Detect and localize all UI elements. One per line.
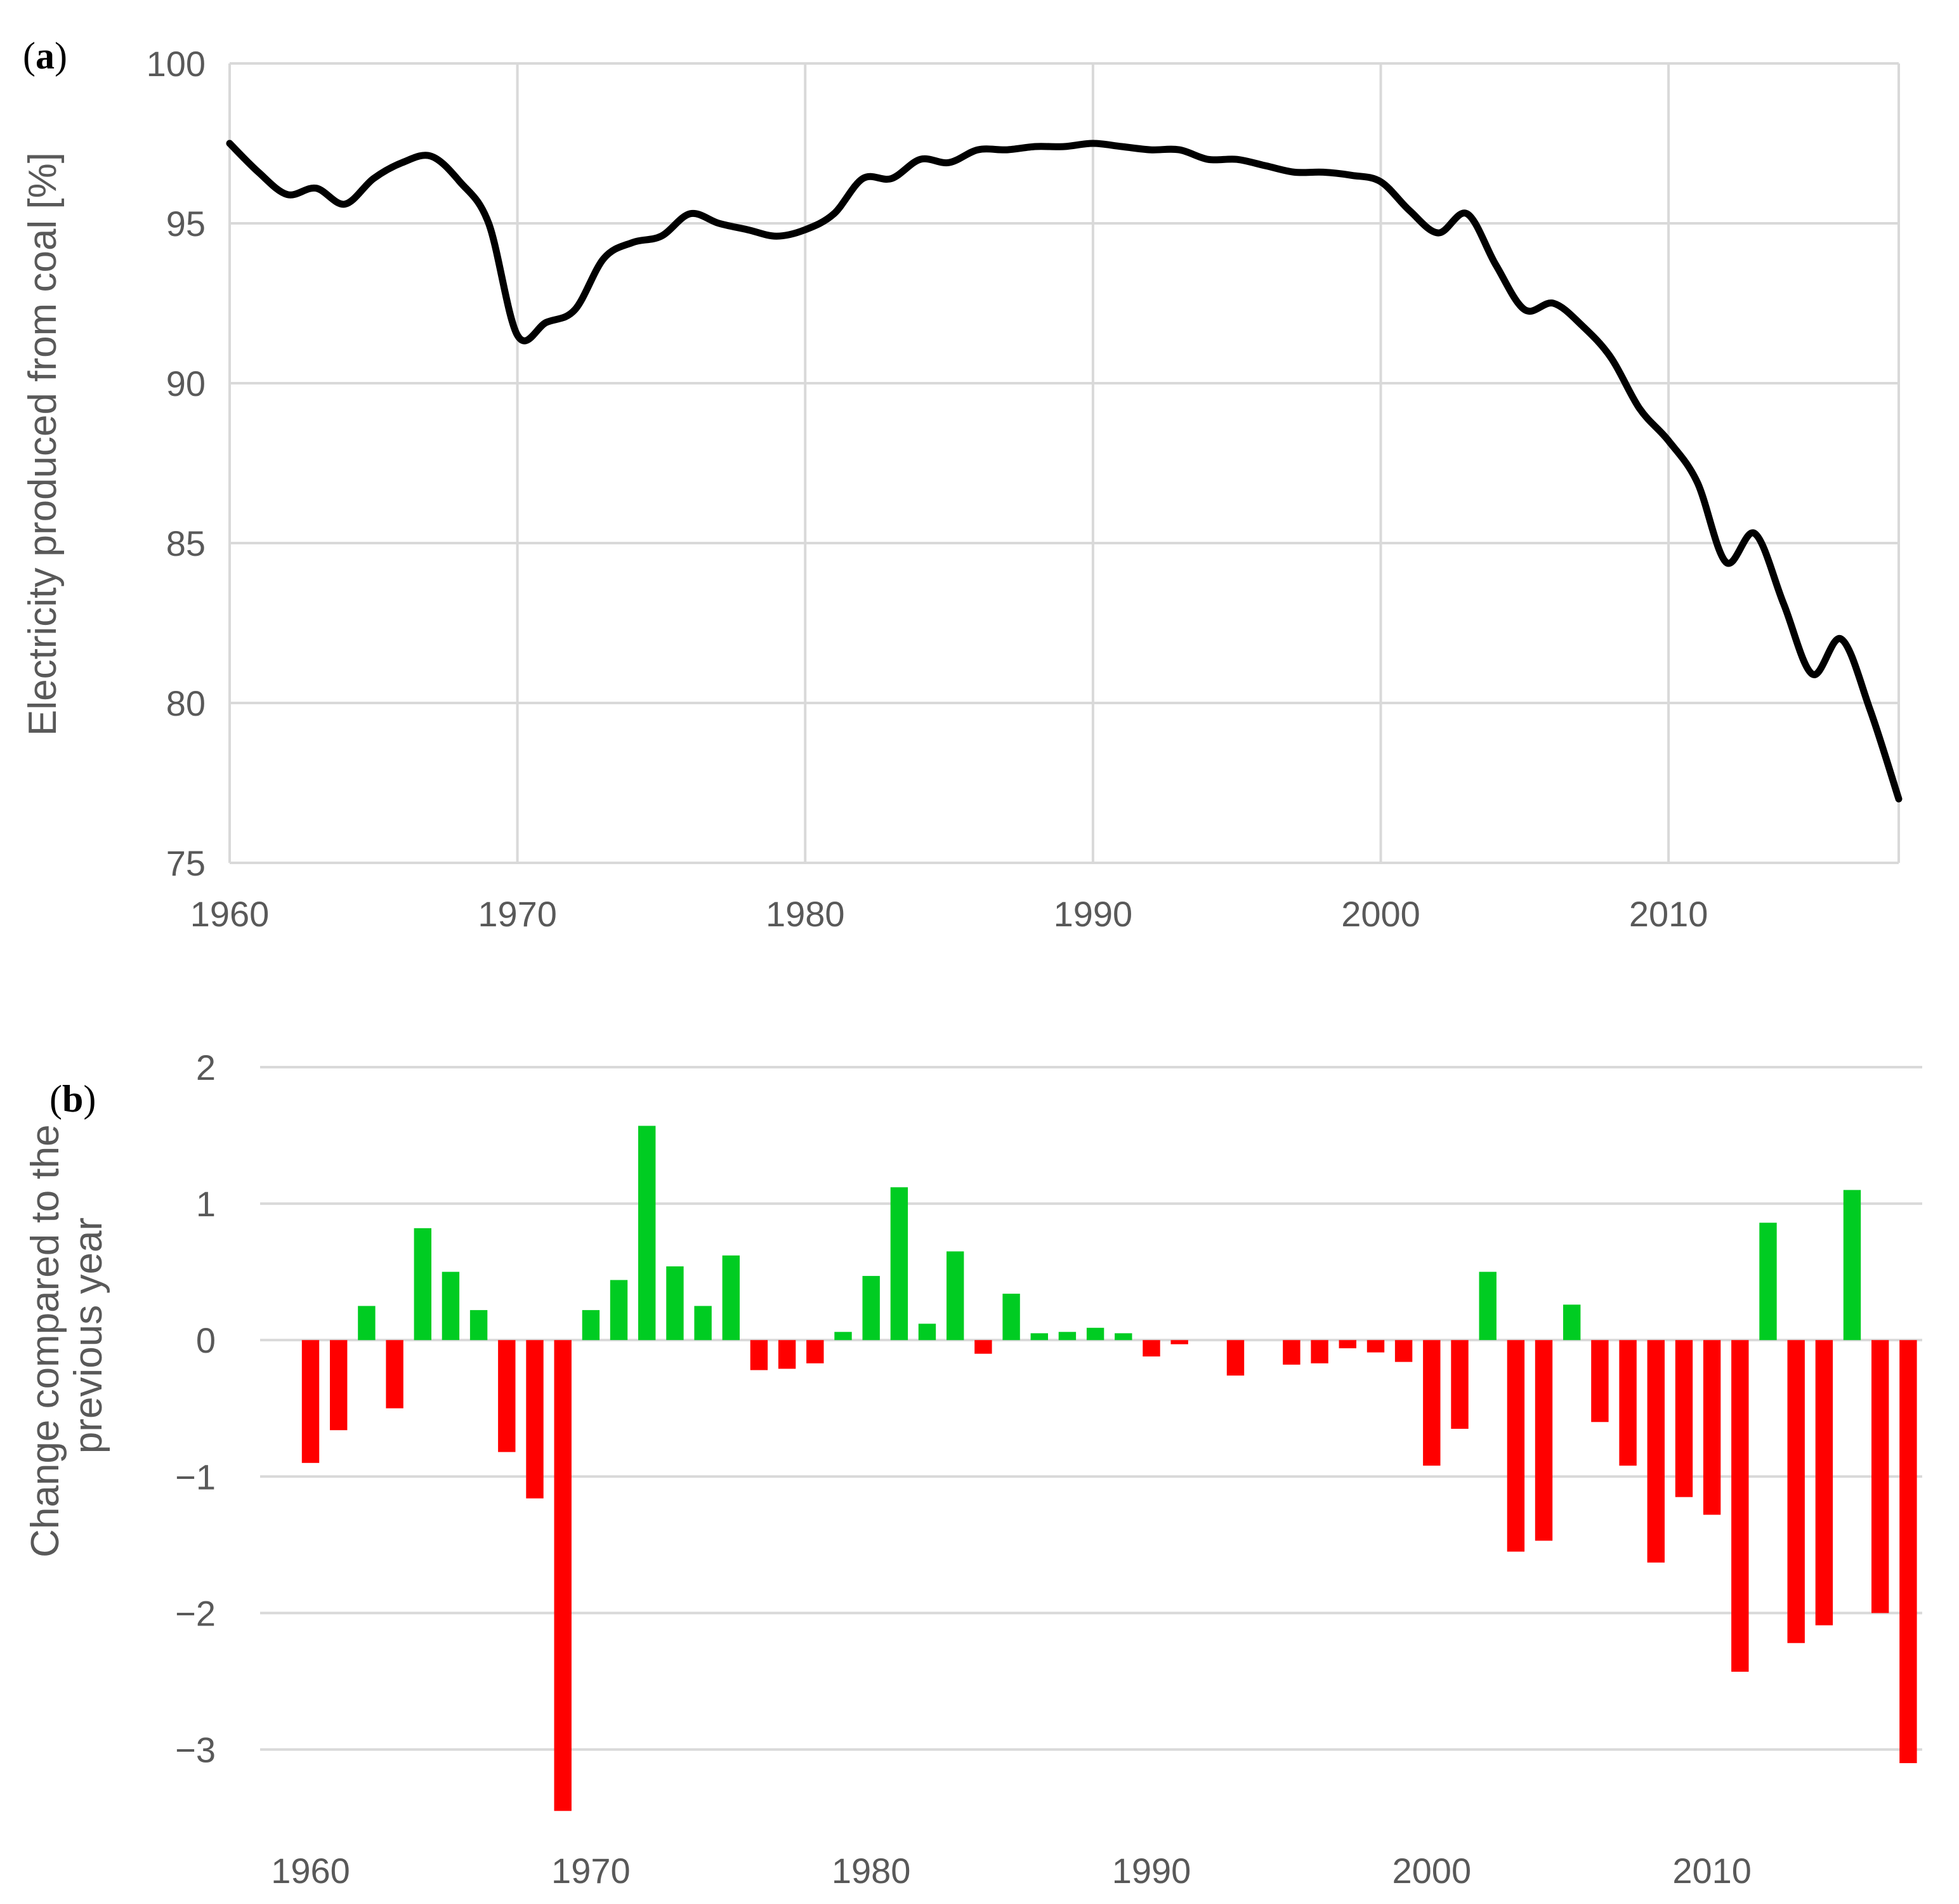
panel-b-y-axis-label-line-2: previous year (67, 1218, 110, 1454)
panel-a-y-tick-label: 85 (166, 523, 206, 563)
panel-b-bar-1980 (862, 1276, 880, 1341)
panel-b-bar-1997 (1339, 1340, 1356, 1349)
panel-b-bar-1995 (1283, 1340, 1301, 1365)
panel-b-y-tick-label: 2 (196, 1047, 216, 1087)
panel-b-x-tick-label: 1970 (551, 1851, 631, 1891)
panel-a-label: (a) (23, 35, 67, 77)
panel-b-bar-2000 (1423, 1340, 1441, 1466)
panel-b-x-tick-label: 1990 (1112, 1851, 1191, 1891)
panel-b-bar-1989 (1115, 1333, 1132, 1341)
panel-b-x-tick-label: 2000 (1392, 1851, 1472, 1891)
panel-b-bar-1973 (666, 1266, 684, 1341)
panel-b-bar-1999 (1394, 1340, 1413, 1362)
panel-a-y-tick-label: 95 (166, 204, 206, 244)
panel-b-bar-1977 (778, 1340, 796, 1369)
panel-b-bar-1985 (1002, 1294, 1020, 1341)
panel-a-x-tick-label: 1990 (1054, 894, 1133, 934)
panel-b-bar-1990 (1143, 1340, 1160, 1356)
panel-b-bar-2001 (1451, 1340, 1469, 1429)
panel-b-x-tick-label: 1980 (832, 1851, 911, 1891)
panel-a-y-tick-labels: 100 95 90 85 80 75 (147, 44, 206, 883)
panel-b-y-tick-label: 1 (196, 1184, 216, 1224)
panel-b-bar-2004 (1535, 1340, 1553, 1541)
panel-b-y-axis-label-line-1: Change compared to the (23, 1124, 67, 1557)
panel-b-bar-1968 (526, 1340, 544, 1499)
panel-b-bar-1993 (1226, 1340, 1245, 1376)
panel-b-y-tick-label: −1 (175, 1457, 216, 1497)
panel-b-bar-1964 (414, 1228, 431, 1341)
panel-b-bar-1981 (890, 1187, 908, 1341)
panel-a-x-tick-label: 1960 (190, 894, 270, 934)
panel-b-bar-1979 (834, 1332, 852, 1341)
panel-b-label-letter: b (62, 1078, 83, 1120)
panel-b-bar-1963 (386, 1340, 403, 1408)
panel-b-bar-1988 (1086, 1327, 1104, 1341)
panel-b-bar-1966 (469, 1310, 488, 1341)
panel-a-x-tick-label: 2000 (1341, 894, 1420, 934)
panel-b-bar-1983 (947, 1251, 964, 1341)
panel-b-bar-2012 (1759, 1223, 1777, 1341)
panel-b-bar-2002 (1479, 1271, 1497, 1341)
panel-b-bar-2015 (1843, 1190, 1861, 1341)
panel-a-line-chart: 100 95 90 85 80 75 1960 1970 1980 1990 2000 2010 E… (21, 35, 1903, 934)
panel-b-bar-2005 (1563, 1304, 1581, 1341)
panel-a-x-tick-label: 1980 (766, 894, 845, 934)
panel-a-y-tick-label: 75 (166, 843, 206, 883)
panel-b-x-tick-labels: 1960 1970 1980 1990 2000 2010 (271, 1851, 1752, 1891)
panel-b-bar-2003 (1507, 1340, 1525, 1552)
panel-b-bar-2011 (1731, 1340, 1749, 1672)
panel-b-bar-1965 (442, 1271, 460, 1341)
panel-b-bar-1996 (1311, 1340, 1328, 1363)
panel-b-bar-2008 (1647, 1340, 1665, 1563)
panel-b-bar-1975 (722, 1255, 740, 1341)
panel-b-bar-1986 (1030, 1333, 1048, 1341)
panel-b-y-tick-labels: 2 1 0 −1 −2 −3 (175, 1047, 216, 1769)
panel-b-bar-2013 (1787, 1340, 1805, 1643)
panel-b-bar-1978 (806, 1340, 824, 1363)
panel-b-bar-chart: 2 1 0 −1 −2 −3 1960 1970 1980 1990 2000 2010 Chang… (23, 1047, 1922, 1891)
panel-b-bar-1962 (358, 1306, 376, 1341)
panel-a-x-tick-labels: 1960 1970 1980 1990 2000 2010 (190, 894, 1708, 934)
panel-b-y-tick-label: 0 (196, 1320, 216, 1360)
panel-a-x-tick-label: 1970 (478, 894, 557, 934)
panel-b-bar-1969 (554, 1340, 572, 1811)
panel-b-bar-1991 (1170, 1340, 1188, 1344)
panel-b-bar-2007 (1619, 1340, 1637, 1466)
panel-b-bar-2014 (1815, 1340, 1833, 1625)
panel-a-gridlines (228, 62, 1900, 864)
panel-b-bar-2009 (1675, 1340, 1693, 1497)
panel-b-bar-1976 (750, 1340, 768, 1370)
panel-a-x-tick-label: 2010 (1629, 894, 1708, 934)
panel-b-bar-1961 (330, 1340, 348, 1431)
panel-b-bars (301, 1126, 1917, 1811)
panel-b-bar-1970 (582, 1310, 600, 1341)
panel-b-bar-1987 (1058, 1332, 1077, 1341)
panel-b-y-tick-label: −3 (175, 1730, 216, 1769)
panel-b-bar-1972 (638, 1126, 656, 1341)
panel-b-bar-1971 (610, 1280, 628, 1341)
panel-b-bar-1967 (498, 1340, 516, 1452)
panel-b-bar-1960 (301, 1340, 320, 1463)
panel-a-label-letter: a (36, 35, 55, 77)
panel-b-bar-2017 (1899, 1340, 1917, 1763)
panel-a-y-axis-label: Electricity produced from coal [%] (21, 152, 65, 736)
panel-a-series-line (226, 140, 1903, 803)
panel-a-y-tick-label: 80 (166, 683, 206, 723)
panel-b-bar-1982 (918, 1323, 936, 1341)
panel-b-bar-1974 (694, 1306, 712, 1341)
panel-b-bar-2006 (1591, 1340, 1609, 1422)
panel-b-x-tick-label: 2010 (1672, 1851, 1752, 1891)
panel-b-bar-1998 (1366, 1340, 1385, 1353)
panel-b-bar-2010 (1703, 1340, 1721, 1515)
panel-b-y-tick-label: −2 (175, 1593, 216, 1633)
panel-b-bar-2016 (1871, 1340, 1889, 1613)
panel-a-y-tick-label: 90 (166, 364, 206, 404)
panel-b-label: (b) (49, 1078, 96, 1120)
panel-b-bar-1984 (974, 1340, 992, 1354)
panel-b-x-tick-label: 1960 (271, 1851, 350, 1891)
panel-b-y-axis-label: Change compared to the previous year (23, 1113, 110, 1558)
panel-a-y-tick-label: 100 (147, 44, 206, 84)
